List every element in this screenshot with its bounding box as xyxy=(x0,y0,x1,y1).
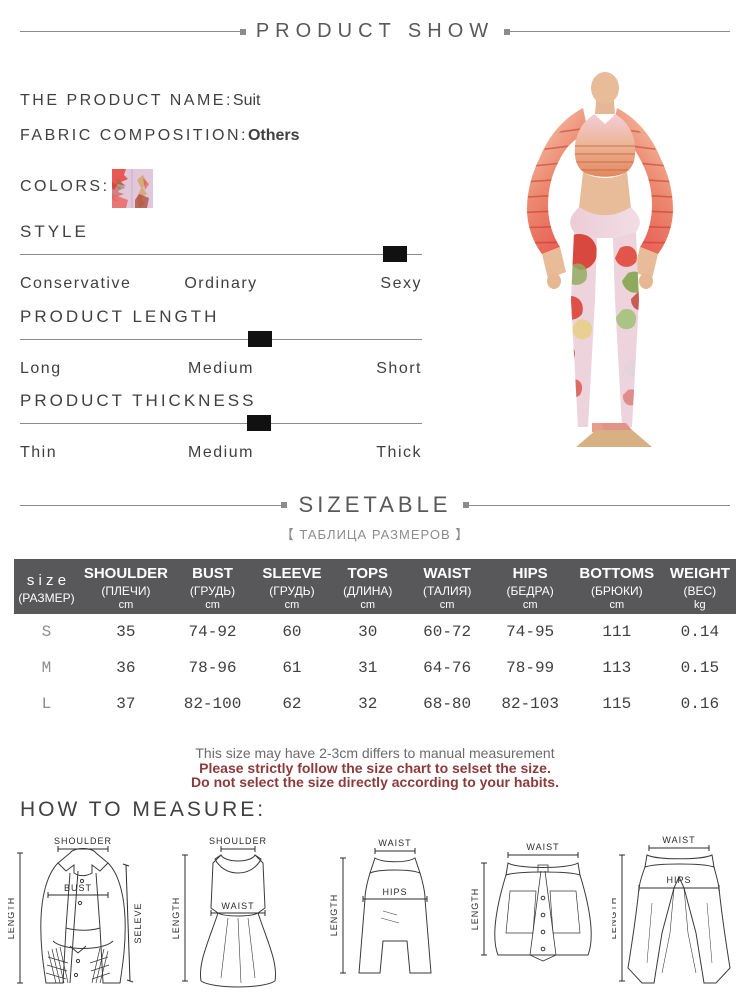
svg-text:LENGTH: LENGTH xyxy=(329,894,339,937)
svg-text:WAIST: WAIST xyxy=(662,835,695,845)
svg-text:LENGTH: LENGTH xyxy=(612,897,618,940)
svg-text:LENGTH: LENGTH xyxy=(171,897,181,940)
svg-text:LENGTH: LENGTH xyxy=(470,888,480,931)
svg-text:SHOULDER: SHOULDER xyxy=(209,836,267,846)
svg-text:WAIST: WAIST xyxy=(221,901,254,911)
svg-text:WAIST: WAIST xyxy=(526,842,559,852)
svg-text:SHOULDER: SHOULDER xyxy=(54,836,112,846)
svg-text:HIPS: HIPS xyxy=(666,875,691,885)
svg-text:HIPS: HIPS xyxy=(382,887,407,897)
svg-text:WAIST: WAIST xyxy=(378,838,411,848)
svg-text:SELEVE: SELEVE xyxy=(133,902,143,943)
svg-text:BUST: BUST xyxy=(64,883,92,893)
svg-text:LENGTH: LENGTH xyxy=(8,897,16,940)
